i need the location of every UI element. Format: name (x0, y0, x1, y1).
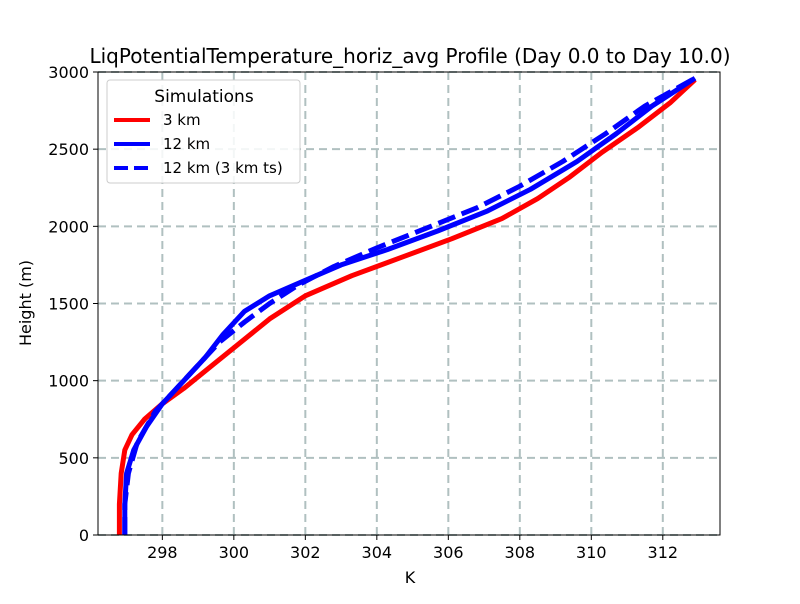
series-line-1 (122, 76, 697, 535)
y-tick-label: 3000 (48, 63, 89, 82)
legend-label-12km-3kmts: 12 km (3 km ts) (163, 159, 283, 177)
x-tick-label: 302 (290, 543, 321, 562)
legend: Simulations 3 km 12 km 12 km (3 km ts) (106, 79, 301, 184)
x-tick-label: 304 (362, 543, 393, 562)
legend-title: Simulations (154, 87, 254, 107)
legend-label-12km: 12 km (163, 135, 210, 153)
y-tick-label: 0 (79, 526, 89, 545)
y-ticks: 0 500 1000 1500 2000 2500 3000 (48, 63, 98, 545)
series-lines (116, 76, 697, 535)
y-tick-label: 1000 (48, 372, 89, 391)
x-tick-label: 306 (433, 543, 464, 562)
x-tick-label: 310 (576, 543, 607, 562)
x-tick-label: 312 (648, 543, 679, 562)
legend-box (106, 79, 301, 184)
series-line-2 (122, 76, 697, 535)
x-tick-label: 298 (147, 543, 178, 562)
y-tick-label: 2500 (48, 140, 89, 159)
y-tick-label: 1500 (48, 295, 89, 314)
y-tick-label: 2000 (48, 217, 89, 236)
series-line-0 (116, 77, 697, 535)
chart-title: LiqPotentialTemperature_horiz_avg Profil… (89, 44, 730, 68)
x-tick-label: 300 (219, 543, 250, 562)
legend-label-3km: 3 km (163, 111, 201, 129)
y-axis-label: Height (m) (16, 260, 35, 346)
x-ticks: 298 300 302 304 306 308 310 312 (147, 535, 678, 562)
x-axis-label: K (405, 568, 416, 587)
x-tick-label: 308 (505, 543, 536, 562)
y-tick-label: 500 (58, 449, 89, 468)
